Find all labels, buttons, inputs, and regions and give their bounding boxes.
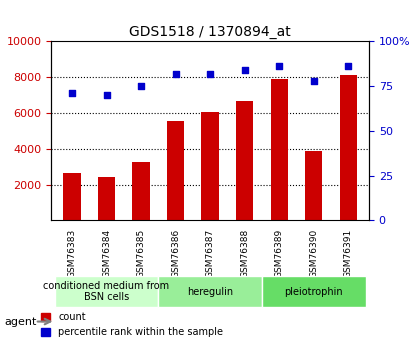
Point xyxy=(103,92,110,98)
Text: GSM76385: GSM76385 xyxy=(136,229,145,278)
Bar xyxy=(166,121,184,220)
Text: GSM76391: GSM76391 xyxy=(343,229,352,278)
Bar xyxy=(201,112,218,220)
Text: GSM76383: GSM76383 xyxy=(67,229,76,278)
Bar xyxy=(270,79,287,220)
Text: conditioned medium from
BSN cells: conditioned medium from BSN cells xyxy=(43,281,169,303)
Point xyxy=(137,83,144,89)
Point xyxy=(69,90,75,96)
Legend: count, percentile rank within the sample: count, percentile rank within the sample xyxy=(38,309,225,340)
Point xyxy=(275,64,282,69)
Text: GSM76390: GSM76390 xyxy=(308,229,317,278)
Point xyxy=(310,78,316,83)
Point xyxy=(344,64,351,69)
Point xyxy=(172,71,178,76)
Bar xyxy=(236,101,253,220)
Text: GSM76387: GSM76387 xyxy=(205,229,214,278)
Point xyxy=(241,67,247,73)
Point xyxy=(207,71,213,76)
FancyBboxPatch shape xyxy=(158,276,261,307)
Text: agent: agent xyxy=(4,317,36,326)
FancyBboxPatch shape xyxy=(54,276,158,307)
Text: heregulin: heregulin xyxy=(187,287,233,297)
FancyBboxPatch shape xyxy=(261,276,365,307)
Bar xyxy=(63,173,81,220)
Bar xyxy=(339,76,356,220)
Text: GSM76384: GSM76384 xyxy=(102,229,111,278)
Text: GSM76386: GSM76386 xyxy=(171,229,180,278)
Text: pleiotrophin: pleiotrophin xyxy=(284,287,342,297)
Bar xyxy=(98,177,115,220)
Text: GSM76389: GSM76389 xyxy=(274,229,283,278)
Bar xyxy=(132,162,149,220)
Title: GDS1518 / 1370894_at: GDS1518 / 1370894_at xyxy=(129,25,290,39)
Bar xyxy=(304,150,321,220)
Text: GSM76388: GSM76388 xyxy=(240,229,249,278)
